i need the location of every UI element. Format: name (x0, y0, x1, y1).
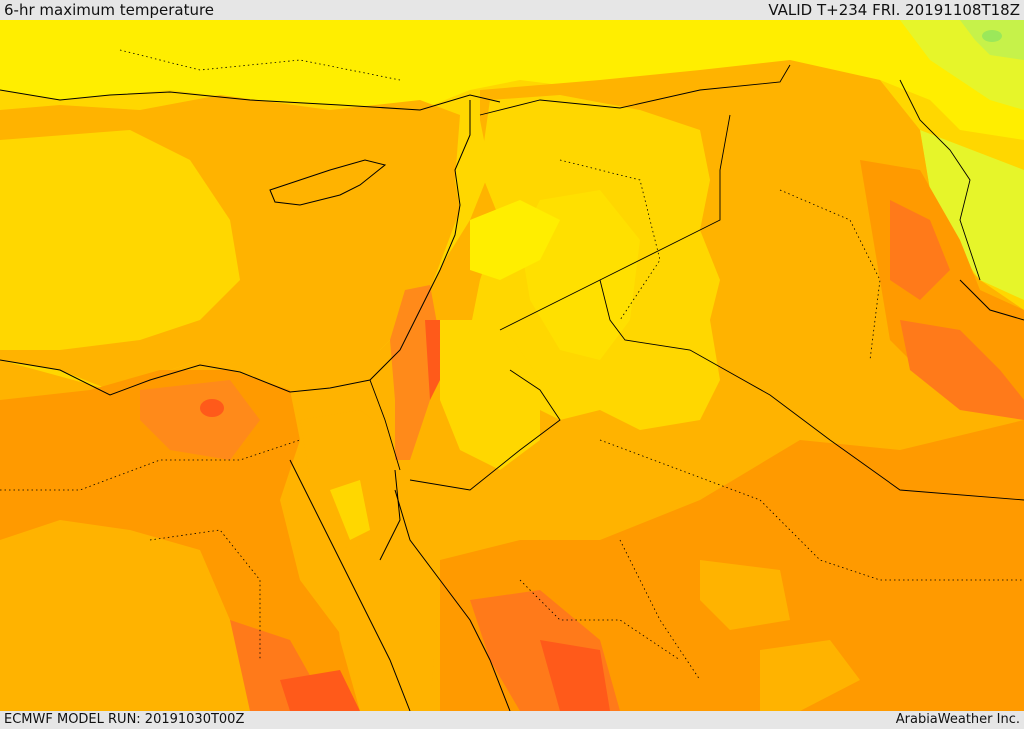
red-sea-orange (330, 540, 440, 711)
cairo-hot-spot (200, 399, 224, 417)
saudi-west-hot (540, 640, 610, 711)
lebanon-yellow (470, 200, 560, 280)
sinai-gold (330, 480, 370, 540)
egypt-south-hot (280, 670, 360, 711)
saudi-south-light (760, 640, 860, 711)
saudi-light-patch (700, 560, 790, 630)
egypt-south-light (0, 520, 260, 711)
credit-label: ArabiaWeather Inc. (895, 712, 1020, 727)
nile-delta-dark (140, 380, 260, 460)
gulf-dark (900, 320, 1024, 420)
iraq-east-dark (890, 200, 950, 300)
model-run-label: ECMWF MODEL RUN: 20191030T00Z (4, 712, 245, 727)
jordan-gold (440, 320, 540, 470)
province-borders (0, 49, 1024, 681)
temperature-map-svg (0, 20, 1024, 711)
east-green-band (920, 130, 1024, 300)
med-sea-gold-west (0, 130, 240, 350)
temperature-map (0, 20, 1024, 711)
map-footer: ECMWF MODEL RUN: 20191030T00Z ArabiaWeat… (0, 711, 1024, 729)
map-title: 6-hr maximum temperature (4, 1, 215, 19)
green-spot (982, 30, 1002, 42)
dead-sea-hot (425, 320, 440, 400)
country-borders (369, 64, 1024, 501)
sinai-light (300, 410, 400, 540)
map-header: 6-hr maximum temperature VALID T+234 FRI… (0, 0, 1024, 20)
north-band (0, 20, 1024, 140)
valid-time-label: VALID T+234 FRI. 20191108T18Z (768, 1, 1020, 19)
